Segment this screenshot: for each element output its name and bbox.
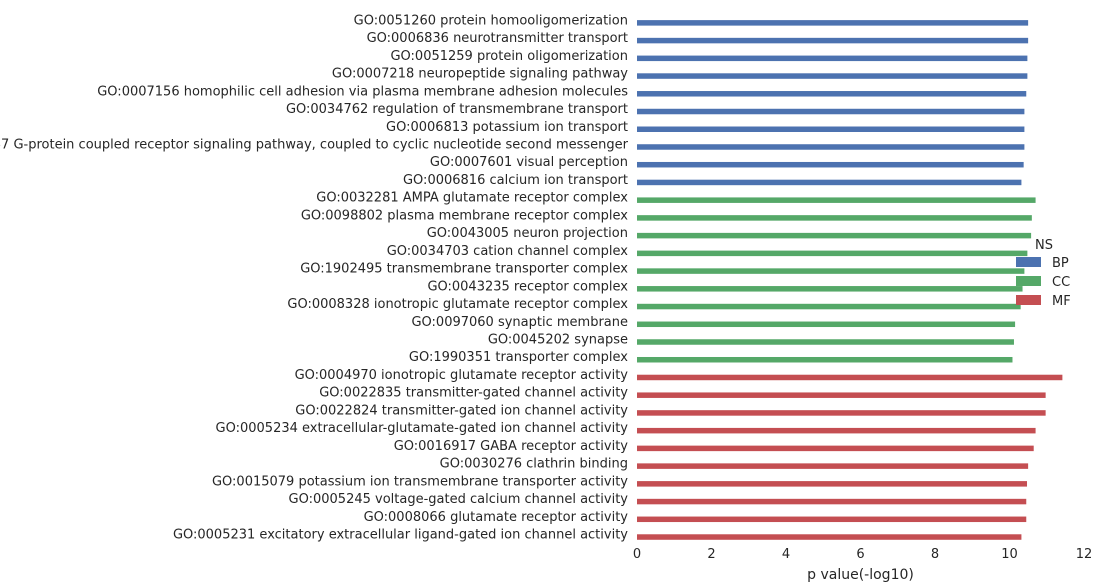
category-label: GO:0034762 regulation of transmembrane t… — [286, 102, 628, 117]
bar-bp-2 — [637, 55, 1028, 62]
bar-cc-1 — [637, 215, 1032, 221]
category-label: GO:0022824 transmitter-gated ion channel… — [295, 403, 628, 418]
bar-mf-6 — [637, 481, 1028, 487]
category-label: GO:0043005 neuron projection — [427, 226, 628, 241]
category-label: GO:0006816 calcium ion transport — [403, 173, 628, 188]
category-label: GO:0007218 neuropeptide signaling pathwa… — [332, 67, 628, 82]
bar-bp-1 — [637, 37, 1029, 44]
category-label: GO:0097060 synaptic membrane — [411, 315, 628, 330]
bar-bp-5 — [637, 108, 1025, 115]
bar-bp-6 — [637, 126, 1025, 132]
x-axis-ticks-group: 0 2 4 6 8 10 12 — [633, 547, 1092, 562]
legend-swatch-cc — [1016, 276, 1041, 286]
legend-title: NS — [1035, 238, 1053, 253]
x-tick-label: 0 — [633, 547, 641, 562]
x-tick-label: 12 — [1076, 547, 1093, 562]
category-label: GO:0005234 extracellular-glutamate-gated… — [216, 421, 629, 436]
x-tick-label: 2 — [707, 547, 715, 562]
category-label: GO:0005231 excitatory extracellular liga… — [173, 528, 628, 543]
x-tick-label: 10 — [1001, 547, 1018, 562]
bar-mf-5 — [637, 463, 1029, 469]
bar-cc-7 — [637, 321, 1016, 328]
category-label: GO:0007187 G-protein coupled receptor si… — [0, 137, 629, 152]
category-label: GO:0016917 GABA receptor activity — [394, 439, 629, 454]
category-label: GO:0004970 ionotropic glutamate receptor… — [295, 368, 629, 383]
bar-mf-7 — [637, 498, 1027, 505]
category-labels-group: GO:0051260 protein homooligomerization GO… — [0, 13, 629, 542]
category-label: GO:1990351 transporter complex — [409, 350, 628, 365]
category-label: GO:0005245 voltage-gated calcium channel… — [289, 492, 629, 507]
bar-cc-0 — [637, 197, 1036, 203]
bar-mf-4 — [637, 445, 1034, 452]
bars-group — [637, 20, 1063, 540]
x-tick-label: 6 — [856, 547, 864, 562]
category-label: GO:0051260 protein homooligomerization — [354, 13, 628, 28]
bar-bp-8 — [637, 161, 1024, 168]
category-label: GO:0030276 clathrin binding — [440, 457, 628, 472]
legend-swatch-bp — [1016, 257, 1041, 267]
category-label: GO:0007601 visual perception — [430, 155, 628, 170]
legend-label-cc: CC — [1052, 275, 1070, 290]
category-label: GO:0051259 protein oligomerization — [390, 49, 628, 64]
category-label: GO:0006836 neurotransmitter transport — [367, 31, 628, 46]
category-label: GO:1902495 transmembrane transporter com… — [300, 262, 628, 277]
x-axis-title: p value(-log10) — [807, 567, 914, 583]
bar-bp-3 — [637, 73, 1028, 79]
category-label: GO:0008328 ionotropic glutamate receptor… — [287, 297, 628, 312]
category-label: GO:0008066 glutamate receptor activity — [364, 510, 629, 525]
legend-swatch-mf — [1016, 295, 1041, 305]
bar-mf-2 — [637, 410, 1046, 416]
bar-mf-8 — [637, 516, 1027, 523]
bar-bp-7 — [637, 144, 1025, 150]
legend: NS BP CC MF — [1016, 238, 1071, 309]
category-label: GO:0034703 cation channel complex — [387, 244, 629, 259]
x-tick-label: 4 — [782, 547, 790, 562]
bar-bp-4 — [637, 91, 1027, 97]
bar-cc-2 — [637, 232, 1032, 239]
category-label: GO:0032281 AMPA glutamate receptor compl… — [316, 191, 628, 206]
category-label: GO:0022835 transmitter-gated channel act… — [319, 386, 628, 401]
bar-cc-8 — [637, 339, 1014, 345]
category-label: GO:0007156 homophilic cell adhesion via … — [97, 84, 628, 99]
x-tick-label: 8 — [931, 547, 939, 562]
category-label: GO:0015079 potassium ion transmembrane t… — [212, 474, 628, 489]
bar-mf-0 — [637, 374, 1063, 381]
bar-cc-6 — [637, 303, 1021, 310]
bar-mf-3 — [637, 427, 1036, 434]
legend-label-bp: BP — [1052, 256, 1069, 271]
bar-cc-4 — [637, 268, 1025, 274]
bar-cc-3 — [637, 250, 1028, 257]
bar-bp-9 — [637, 179, 1022, 186]
bar-cc-5 — [637, 286, 1023, 292]
bar-cc-9 — [637, 356, 1013, 363]
category-label: GO:0006813 potassium ion transport — [386, 120, 628, 135]
bar-mf-1 — [637, 392, 1046, 398]
category-label: GO:0045202 synapse — [488, 333, 628, 348]
category-label: GO:0043235 receptor complex — [427, 279, 628, 294]
bar-mf-9 — [637, 534, 1022, 540]
legend-label-mf: MF — [1052, 294, 1071, 309]
category-label: GO:0098802 plasma membrane receptor comp… — [301, 208, 628, 223]
bar-bp-0 — [637, 20, 1029, 26]
